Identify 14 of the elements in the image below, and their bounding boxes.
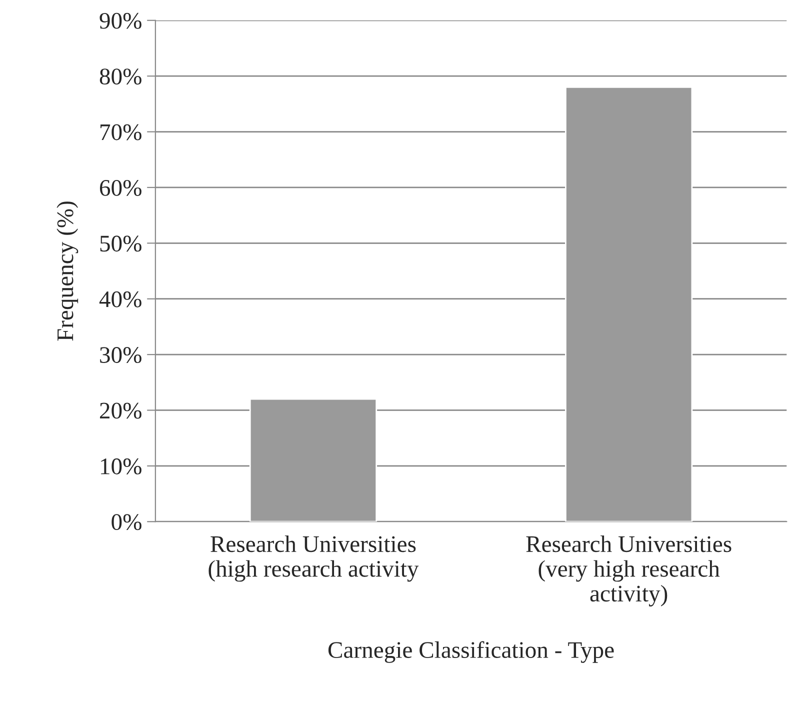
x-axis-title: Carnegie Classification - Type — [328, 641, 614, 663]
y-tick-label: 70% — [100, 124, 142, 140]
y-tick-label: 30% — [100, 347, 142, 364]
y-tick-label: 50% — [100, 236, 142, 252]
x-tick-label: Research Universities (high research activity — [208, 536, 419, 582]
y-tick-label: 40% — [99, 291, 142, 308]
y-tick-label: 60% — [100, 180, 142, 196]
y-tick-label: 0% — [112, 514, 142, 530]
y-tick-label: 20% — [100, 402, 142, 419]
x-tick-label: Research Universities (very high research activity) — [526, 536, 732, 606]
y-axis-title: Frequency (%) — [56, 202, 78, 341]
y-tick-label: 90% — [100, 12, 142, 29]
y-tick-label: 80% — [100, 68, 142, 85]
y-tick-label: 10% — [101, 458, 142, 474]
